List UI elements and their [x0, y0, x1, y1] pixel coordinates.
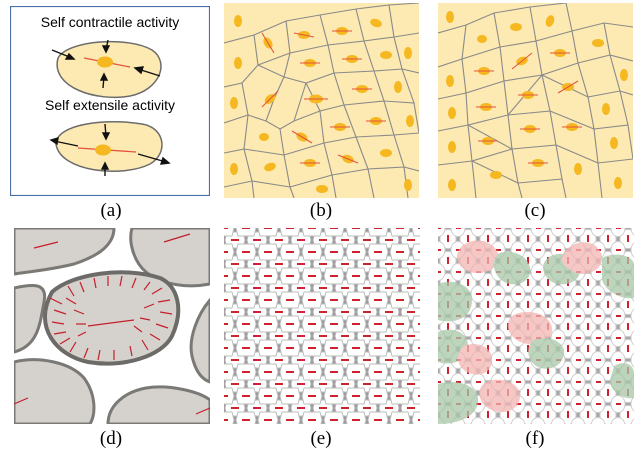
panel-b [224, 3, 419, 198]
panel-d [14, 228, 210, 424]
panel-e-lattice [224, 228, 420, 424]
domain-patches [438, 240, 634, 424]
extensile-nucleus [95, 144, 111, 156]
panel-d-simulation [14, 228, 210, 424]
force-arrows [14, 233, 210, 415]
caption-c: (c) [524, 200, 546, 221]
panel-c-tissue [438, 3, 633, 198]
panel-f [438, 228, 634, 424]
caption-f: (f) [525, 428, 545, 449]
caption-e: (e) [310, 428, 332, 449]
caption-d: (d) [99, 428, 123, 449]
panel-a: Self contractile activity Self extensile… [10, 6, 210, 196]
caption-a: (a) [100, 200, 122, 221]
caption-b: (b) [309, 200, 333, 221]
panel-e [224, 228, 420, 424]
extensile-arrows [49, 123, 171, 176]
panel-a-diagram: Self contractile activity Self extensile… [10, 6, 210, 196]
panel-b-tissue [224, 3, 419, 198]
extensile-title: Self extensile activity [45, 97, 175, 113]
contractile-title: Self contractile activity [41, 14, 180, 30]
panel-c [438, 3, 633, 198]
contractile-nucleus [97, 56, 113, 68]
contractile-arrows [51, 39, 161, 89]
active-cell [43, 270, 181, 366]
panel-f-lattice [438, 228, 634, 424]
